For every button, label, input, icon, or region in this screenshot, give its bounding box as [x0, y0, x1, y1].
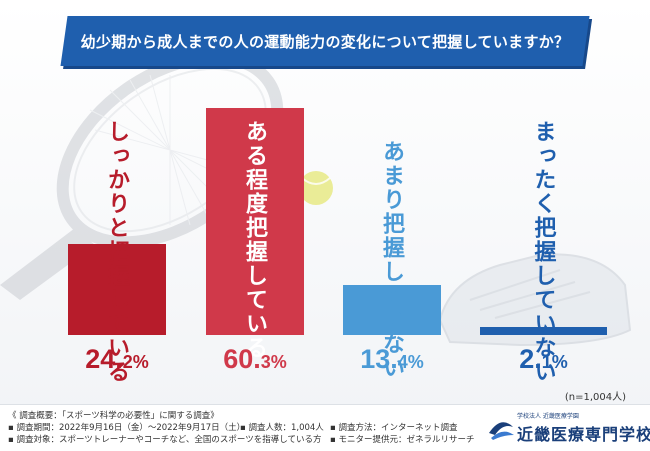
category-label-4: まったく把握していない	[530, 120, 556, 384]
sample-size-note: (n=1,004人)	[564, 392, 626, 403]
survey-target: ▪ 調査対象：スポーツトレーナーやコーチなど、全国のスポーツを指導している方	[8, 435, 322, 445]
bar-2	[206, 108, 304, 335]
survey-monitor: ▪ モニター提供元：ゼネラルリサーチ	[330, 435, 475, 445]
value-label-2: 60.3%	[223, 344, 287, 374]
bar-1	[68, 244, 166, 335]
category-label-3: あまり把握していない	[379, 140, 404, 380]
category-label-1: しっかりと把握している	[104, 120, 129, 384]
survey-method: ▪ 調査方法：インターネット調査	[330, 423, 458, 433]
school-corp-name: 学校法人 近畿医療学園	[517, 413, 579, 420]
school-logo: 学校法人 近畿医療学園 近畿医療専門学校	[487, 410, 650, 444]
survey-footer: 《 調査概要：「スポーツ科学の必要性」に関する調査》 ▪ 調査期間：2022年9…	[0, 404, 650, 451]
chart-title: 幼少期から成人までの人の運動能力の変化について把握していますか？	[80, 32, 570, 51]
tennis-ball-icon	[299, 171, 333, 205]
value-label-1: 24.2%	[85, 344, 149, 374]
sneaker-icon	[438, 253, 632, 347]
survey-overview: 《 調査概要：「スポーツ科学の必要性」に関する調査》	[8, 411, 219, 421]
school-emblem-icon	[489, 422, 514, 440]
bar-4	[480, 327, 607, 335]
survey-period: ▪ 調査期間：2022年9月16日（金）～2022年9月17日（土）	[8, 423, 246, 433]
survey-respondents: ▪ 調査人数：1,004人	[240, 423, 324, 433]
bar-3	[343, 285, 441, 335]
value-label-3: 13.4%	[360, 344, 424, 374]
category-label-2: ある程度把握している	[242, 120, 267, 360]
value-label-4: 2.1%	[519, 344, 568, 374]
school-name: 近畿医療専門学校	[517, 425, 650, 444]
